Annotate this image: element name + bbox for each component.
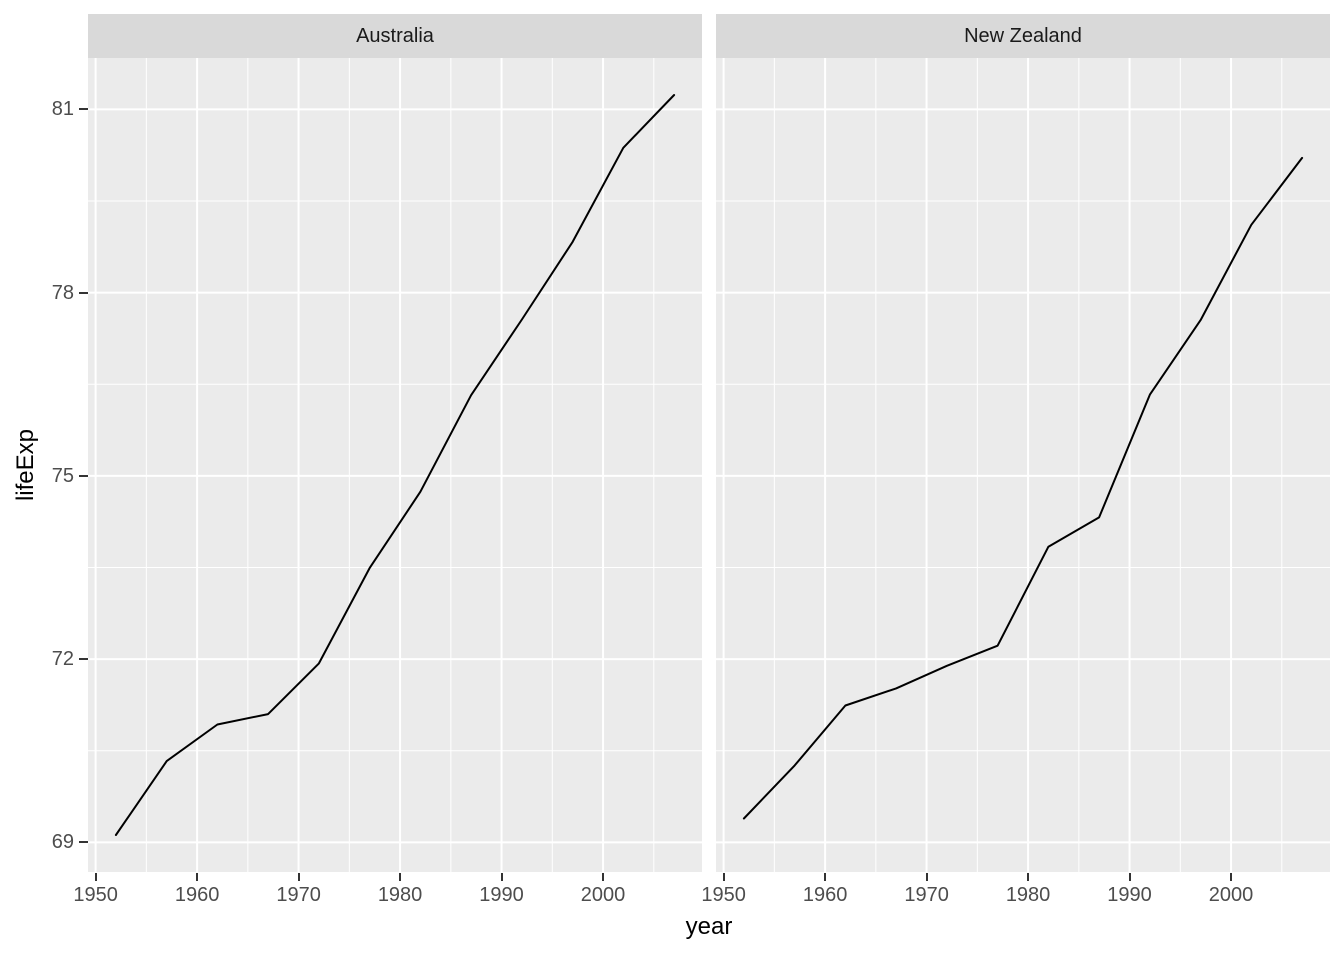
x-axis-tick-label: 2000 [580,884,626,906]
facet-strip: New Zealand [716,14,1330,58]
facet-strip-label: Australia [356,24,434,47]
facet-panel [88,58,702,872]
x-axis-tick-mark [500,873,503,881]
x-axis-title: year [685,913,733,940]
x-axis-tick-label: 1960 [802,884,848,906]
y-axis-tick-mark [79,474,88,477]
facet-plot-svg [716,58,1330,872]
x-axis-tick-mark [824,873,827,881]
facet-plot-svg [88,58,702,872]
x-axis-tick-mark [399,873,402,881]
y-axis-tick-label: 75 [51,464,74,487]
x-axis-tick-mark [1230,873,1233,881]
x-axis-tick-mark [94,873,97,881]
x-axis-tick-label: 2000 [1208,884,1254,906]
x-axis-tick-mark [1027,873,1030,881]
lifeexp-line-series [742,156,1304,820]
x-axis-tick-label: 1990 [479,884,524,906]
y-axis-tick-label: 69 [51,831,74,854]
facet-panel [716,58,1330,872]
x-axis-tick-mark [925,873,928,881]
y-axis-tick-label: 81 [51,98,74,121]
x-axis-tick-mark [196,873,199,881]
x-axis-tick-label: 1980 [1005,884,1051,906]
x-axis-tick-label: 1960 [174,884,220,906]
y-axis-tick-mark [79,108,88,111]
y-axis-tick-label: 78 [51,281,74,304]
x-axis-tick-label: 1950 [701,884,746,906]
x-axis-tick-mark [602,873,605,881]
y-axis-tick-mark [79,841,88,844]
x-axis-tick-mark [297,873,300,881]
x-axis-tick-label: 1970 [276,884,321,906]
facet-strip-label: New Zealand [964,24,1082,47]
x-axis-tick-label: 1950 [73,884,118,906]
facet-strip: Australia [88,14,702,58]
x-axis-tick-label: 1970 [904,884,949,906]
y-axis-tick-mark [79,658,88,661]
y-axis-tick-mark [79,291,88,294]
x-axis-tick-label: 1990 [1107,884,1152,906]
x-axis-tick-mark [1128,873,1131,881]
y-axis-tick-label: 72 [51,648,74,671]
lifeexp-line-series [114,94,676,836]
x-axis-tick-mark [722,873,725,881]
x-axis-tick-label: 1980 [377,884,423,906]
